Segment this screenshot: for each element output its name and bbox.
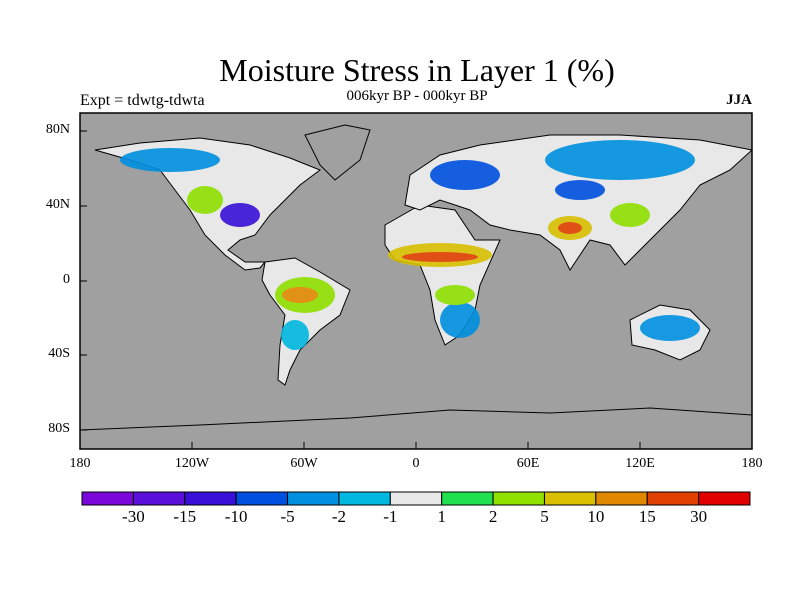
colorbar-label: 5 xyxy=(540,507,549,526)
colorbar-box xyxy=(646,491,700,506)
anomaly-europe xyxy=(430,160,500,190)
colorbar-box xyxy=(235,491,289,506)
colorbar-label: -1 xyxy=(383,507,398,526)
anomaly-china xyxy=(610,203,650,227)
season-label: JJA xyxy=(726,92,752,108)
colorbar-label: -10 xyxy=(224,507,248,526)
colorbar-label: -2 xyxy=(331,507,347,526)
colorbar-box xyxy=(338,491,391,506)
lat-tick-label: 40S xyxy=(48,346,70,361)
colorbar-box xyxy=(81,491,134,506)
colorbar-label: 2 xyxy=(488,507,498,526)
greenland xyxy=(304,124,371,181)
lon-tick-label: 120E xyxy=(625,456,655,471)
colorbar-box xyxy=(132,491,186,506)
colorbar-label: 15 xyxy=(638,507,656,526)
colorbar-box xyxy=(441,491,494,506)
colorbar-box xyxy=(698,491,751,506)
colorbar-label: 30 xyxy=(690,507,708,526)
anomaly-africa-central xyxy=(435,285,475,305)
colorbar-box xyxy=(287,491,340,506)
colorbar-box xyxy=(492,491,545,506)
lat-tick-label: 80N xyxy=(45,122,70,137)
anomaly-africa-south xyxy=(440,302,480,338)
colorbar-box xyxy=(389,491,443,506)
anomaly-na-north xyxy=(120,148,220,172)
colorbar-label: 10 xyxy=(587,507,605,526)
colorbar-box xyxy=(184,491,237,506)
anomaly-sa-south xyxy=(281,320,309,350)
anomaly-na-central xyxy=(220,203,260,227)
colorbar-label: -5 xyxy=(280,507,295,526)
anomaly-india-core xyxy=(558,222,582,234)
lon-tick-label: 60W xyxy=(290,456,318,471)
anomaly-siberia xyxy=(545,140,695,180)
lon-tick-label: 180 xyxy=(741,456,763,471)
lon-tick-label: 180 xyxy=(69,456,91,471)
experiment-label: Expt = tdwtg-tdwta xyxy=(80,92,205,109)
lat-tick-label: 80S xyxy=(48,421,70,436)
lon-tick-label: 60E xyxy=(516,456,540,471)
anomaly-na-west xyxy=(187,186,223,214)
lon-tick-label: 120W xyxy=(174,456,210,471)
lat-tick-label: 40N xyxy=(45,197,70,212)
colorbar-box xyxy=(543,491,597,506)
lon-tick-label: 0 xyxy=(412,456,420,471)
anomaly-sa-core xyxy=(282,287,318,303)
plot-title: Moisture Stress in Layer 1 (%) xyxy=(219,52,615,88)
colorbar-label: -30 xyxy=(122,507,145,526)
anomaly-asia-central xyxy=(555,180,605,200)
plot-subtitle: 006kyr BP - 000kyr BP xyxy=(346,88,488,104)
lat-tick-label: 0 xyxy=(63,272,70,287)
anomaly-sahel-core xyxy=(402,252,478,262)
colorbar-label: 1 xyxy=(437,507,446,526)
antarctica xyxy=(80,407,752,449)
colorbar-box xyxy=(595,491,648,506)
anomaly-australia xyxy=(640,315,700,341)
colorbar-label: -15 xyxy=(173,507,197,526)
